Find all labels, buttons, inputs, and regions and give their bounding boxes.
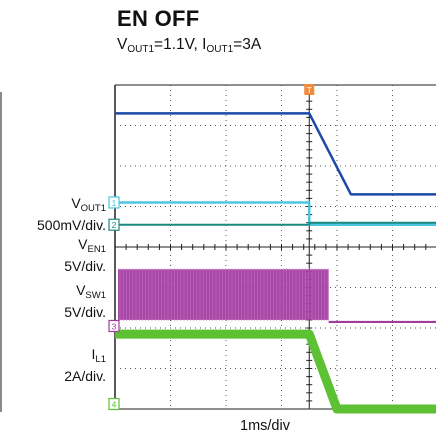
iout-value: =3A bbox=[233, 36, 262, 53]
il1-subscript: L1 bbox=[95, 354, 106, 365]
vout-value: =1.1V, bbox=[154, 36, 203, 53]
ven1-symbol: V bbox=[78, 236, 88, 252]
ven1-scale: 5V/div. bbox=[64, 258, 106, 274]
channel-marker-box bbox=[108, 218, 120, 231]
channel-marker-box bbox=[108, 196, 120, 209]
left-divider bbox=[0, 92, 2, 412]
trigger-marker-box bbox=[304, 84, 315, 95]
label-vout1: VOUT1 500mV/div. bbox=[37, 195, 106, 234]
chart-subtitle: VOUT1=1.1V, IOUT1=3A bbox=[117, 36, 261, 55]
chart-title: EN OFF bbox=[117, 6, 200, 31]
channel-marker-box bbox=[108, 319, 120, 333]
iout-subscript: OUT1 bbox=[206, 44, 234, 55]
iout-symbol: I bbox=[202, 36, 207, 53]
vout1-scale: 500mV/div. bbox=[37, 217, 106, 233]
channel-markers: 1 2 3 4 T bbox=[108, 84, 315, 411]
ven1-subscript: EN1 bbox=[87, 244, 106, 255]
channel-marker-label: 2 bbox=[112, 220, 117, 230]
vsw1-scale: 5V/div. bbox=[64, 304, 106, 320]
channel-marker-box bbox=[108, 397, 120, 411]
vout-symbol: V bbox=[117, 36, 128, 53]
label-il1: IL1 2A/div. bbox=[64, 346, 106, 385]
label-ven1: VEN1 5V/div. bbox=[64, 236, 106, 275]
traces bbox=[115, 112, 436, 414]
vsw1-subscript: SW1 bbox=[85, 290, 106, 301]
series-vout1-lower bbox=[115, 201, 436, 226]
vout1-symbol: V bbox=[71, 195, 81, 211]
channel-marker-label: 4 bbox=[112, 400, 117, 410]
vout-subscript: OUT1 bbox=[127, 44, 155, 55]
trigger-marker-label: T bbox=[307, 85, 312, 95]
channel-marker-label: 1 bbox=[112, 198, 117, 208]
label-vsw1: VSW1 5V/div. bbox=[64, 282, 106, 321]
x-axis-label: 1ms/div bbox=[240, 418, 290, 434]
il1-symbol: I bbox=[91, 346, 96, 362]
il1-scale: 2A/div. bbox=[64, 368, 106, 384]
vout1-subscript: OUT1 bbox=[80, 203, 106, 214]
vsw1-symbol: V bbox=[76, 282, 86, 298]
series-ven1 bbox=[115, 221, 436, 226]
grid bbox=[114, 84, 436, 410]
series-vsw1-switching bbox=[118, 269, 329, 320]
channel-marker-label: 3 bbox=[112, 321, 117, 331]
series-vout1 bbox=[115, 112, 436, 196]
series-il1 bbox=[115, 329, 436, 414]
